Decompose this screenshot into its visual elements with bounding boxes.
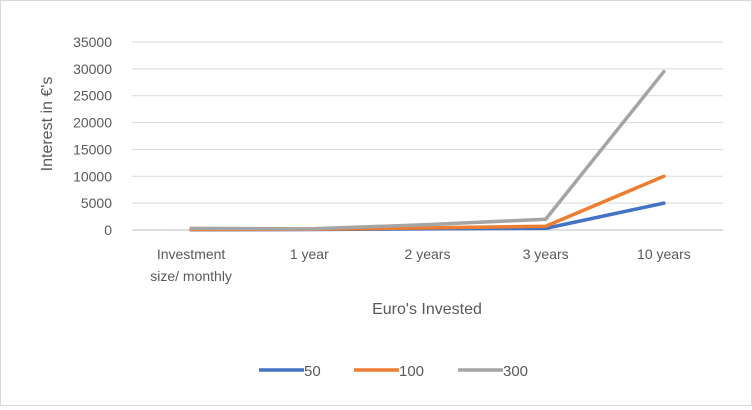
y-tick-label: 30000 [73,61,112,77]
y-tick-label: 10000 [73,168,112,184]
y-tick-label: 15000 [73,141,112,157]
series-lines [189,69,666,232]
x-axis-title: Euro's Invested [372,301,482,318]
legend-item-50: 50 [259,363,321,380]
legend-label: 50 [304,363,321,380]
y-tick-label: 0 [104,222,112,238]
y-tick-label: 20000 [73,115,112,131]
x-tick-label: Investment size/ monthly [150,246,232,284]
y-tick-label: 5000 [81,195,112,211]
legend-label: 300 [503,363,528,380]
x-tick-label: 3 years [523,246,569,262]
y-axis-ticks: 0 5000 10000 15000 20000 25000 30000 35000 [73,34,112,238]
series-line-300 [189,69,666,231]
y-tick-label: 35000 [73,34,112,50]
gridlines [132,41,723,231]
x-tick-label: 1 year [290,246,329,262]
x-tick-label: 2 years [405,246,451,262]
legend-label: 100 [399,363,424,380]
x-tick-label: 10 years [637,246,691,262]
y-axis-title: Interest in €'s [39,77,56,172]
x-axis-ticks: Investment size/ monthly 1 year 2 years 3 ye… [150,246,691,284]
legend: 50 100 300 [259,363,528,380]
legend-item-100: 100 [354,363,424,380]
y-tick-label: 25000 [73,88,112,104]
legend-item-300: 300 [458,363,528,380]
